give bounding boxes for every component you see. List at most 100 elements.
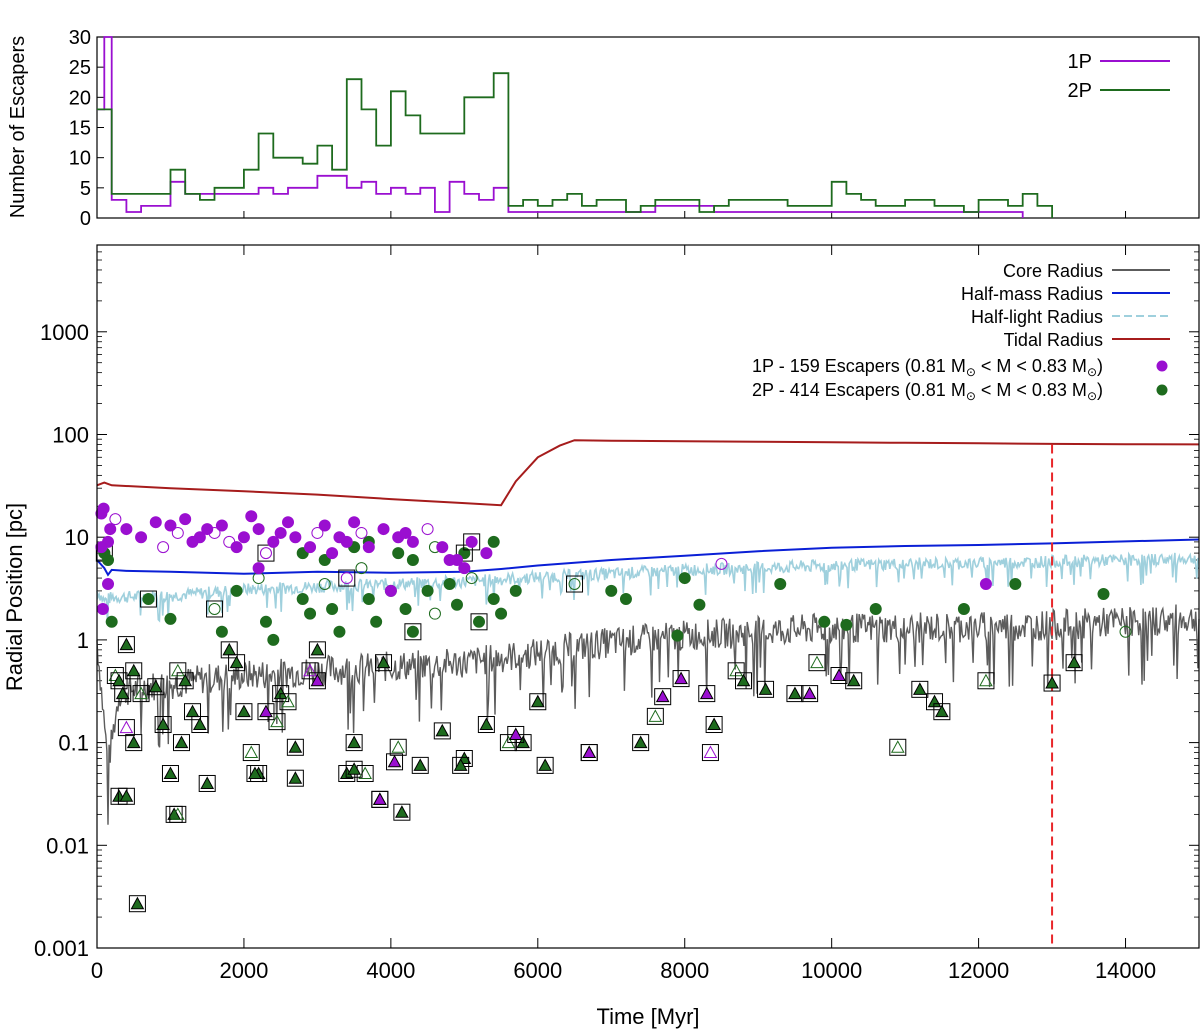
escaper-2p-box — [147, 678, 165, 696]
escaper-1p-box — [257, 544, 275, 562]
escaper-2p-box — [786, 685, 804, 703]
escaper-1p-box — [698, 685, 716, 703]
escaper-2p-triangle — [281, 694, 295, 708]
escaper-2p-box — [735, 672, 753, 690]
escaper-2p-triangle — [391, 740, 406, 753]
escaper-2p-triangle — [347, 735, 361, 749]
escaper-1p-box — [672, 670, 690, 688]
escaper-1p-point — [102, 578, 115, 591]
bottom-x-tick-label: 12000 — [948, 958, 1009, 983]
escaper-2p-box — [184, 703, 202, 721]
escaper-2p-triangle — [890, 740, 905, 753]
escaper-2p-triangle — [435, 723, 450, 737]
escaper-1p-box — [654, 688, 672, 706]
escaper-2p-box — [114, 685, 132, 703]
top-y-tick-label: 25 — [69, 57, 91, 79]
escaper-1p-point — [109, 513, 122, 526]
escaper-2p-triangle — [453, 758, 468, 771]
escaper-2p-triangle — [229, 655, 244, 669]
escaper-1p-point — [157, 541, 170, 554]
bottom-y-ticks: 0.001 0.01 0.1 1 10 100 1000 — [34, 251, 1199, 961]
escaper-1p-box — [463, 533, 481, 551]
escaper-2p-box — [286, 769, 304, 787]
escaper-2p-box — [117, 787, 135, 805]
escaper-1p-box — [507, 725, 525, 743]
escaper-1p-triangle — [259, 704, 273, 718]
escaper-2p-triangle — [200, 776, 215, 789]
sun-symbol: ⊙ — [1087, 365, 1097, 379]
escaper-1p-point — [333, 531, 346, 544]
escaper-1p-point — [399, 526, 412, 539]
escaper-2p-box — [452, 756, 470, 774]
escaper-2p-box — [308, 641, 326, 659]
escaper-2p-triangle — [376, 655, 391, 669]
escaper-2p-point — [406, 625, 419, 638]
escaper-1p-point — [164, 519, 177, 532]
escaper-2p-point — [105, 615, 118, 628]
top-panel-histogram: 0 5 10 15 20 25 30 Number of Escapers 1P 2P — [7, 27, 1200, 230]
escaper-2p-point — [304, 607, 317, 620]
bottom-x-tick-label: 14000 — [1095, 958, 1156, 983]
escaper-1p-point — [436, 541, 449, 554]
escaper-2p-triangle — [244, 745, 259, 759]
escaper-2p-point — [142, 593, 155, 606]
escaper-1p-box — [338, 569, 356, 587]
escaper-2p-point — [102, 553, 115, 566]
escaper-2p-box — [154, 716, 172, 734]
escaper-2p-triangle — [633, 735, 648, 749]
sun-symbol: ⊙ — [1087, 389, 1097, 403]
escaper-2p-box — [125, 662, 143, 680]
escaper-1p-box — [257, 703, 275, 721]
legend-1p-escapers-text: 1P - 159 Escapers (0.81 M — [752, 356, 966, 376]
escaper-2p-point — [259, 615, 272, 628]
escaper-2p-point — [208, 602, 221, 615]
legend-2p-escapers-label: 2P - 414 Escapers (0.81 M⊙ < M < 0.83 M⊙… — [752, 380, 1103, 403]
escaper-2p-box — [139, 590, 157, 608]
escaper-2p-box — [529, 693, 547, 711]
escaper-2p-triangle — [148, 679, 163, 693]
top-legend: 1P 2P — [1068, 51, 1170, 102]
escaper-1p-triangle — [303, 663, 317, 677]
escaper-1p-triangle — [674, 671, 688, 685]
escaper-2p-box — [757, 680, 775, 698]
escaper-2p-triangle — [912, 682, 927, 695]
legend-1p-escapers-label: 1P - 159 Escapers (0.81 M⊙ < M < 0.83 M⊙… — [752, 356, 1103, 379]
bottom-x-tick-label: 10000 — [801, 958, 862, 983]
escaper-2p-box — [242, 744, 260, 762]
escaper-2p-point — [1119, 625, 1132, 638]
escaper-2p-box — [536, 756, 554, 774]
escaper-2p-box — [926, 693, 944, 711]
escaper-2p-box — [169, 805, 187, 823]
core-radius-line — [96, 604, 1200, 825]
escaper-2p-triangle — [119, 637, 134, 651]
escaper-1p-point — [245, 510, 258, 523]
legend-2p-escapers-mid: < M < 0.83 M — [976, 380, 1087, 400]
legend-2p-escapers-text: 2P - 414 Escapers (0.81 M — [752, 380, 966, 400]
escaper-2p-triangle — [115, 686, 130, 700]
escaper-1p-point — [237, 531, 250, 544]
escaper-2p-box — [279, 693, 297, 711]
escaper-1p-point — [186, 535, 199, 548]
escaper-2p-triangle — [156, 717, 170, 731]
bottom-y-tick-label: 1000 — [40, 320, 89, 345]
legend-halfmass-label: Half-mass Radius — [961, 284, 1103, 304]
escaper-1p-point — [135, 531, 148, 544]
escaper-2p-box — [977, 672, 995, 690]
legend-1p-escapers-mid: < M < 0.83 M — [976, 356, 1087, 376]
escaper-2p-point — [392, 547, 405, 560]
escaper-2p-box — [389, 738, 407, 756]
escaper-1p-triangle — [703, 745, 718, 759]
escaper-2p-point — [957, 602, 970, 615]
escaper-2p-triangle — [979, 673, 993, 687]
escaper-2p-box — [404, 623, 422, 641]
escaper-2p-box — [117, 636, 135, 654]
escaper-2p-box — [228, 654, 246, 672]
escaper-1p-point — [120, 523, 133, 536]
escaper-2p-point — [296, 593, 309, 606]
escaper-2p-triangle — [530, 694, 545, 708]
escaper-2p-point — [840, 618, 853, 631]
escaper-2p-triangle — [935, 704, 949, 718]
escaper-2p-box — [455, 544, 473, 562]
escaper-1p-point — [267, 535, 280, 548]
legend-halflight-label: Half-light Radius — [971, 307, 1103, 327]
